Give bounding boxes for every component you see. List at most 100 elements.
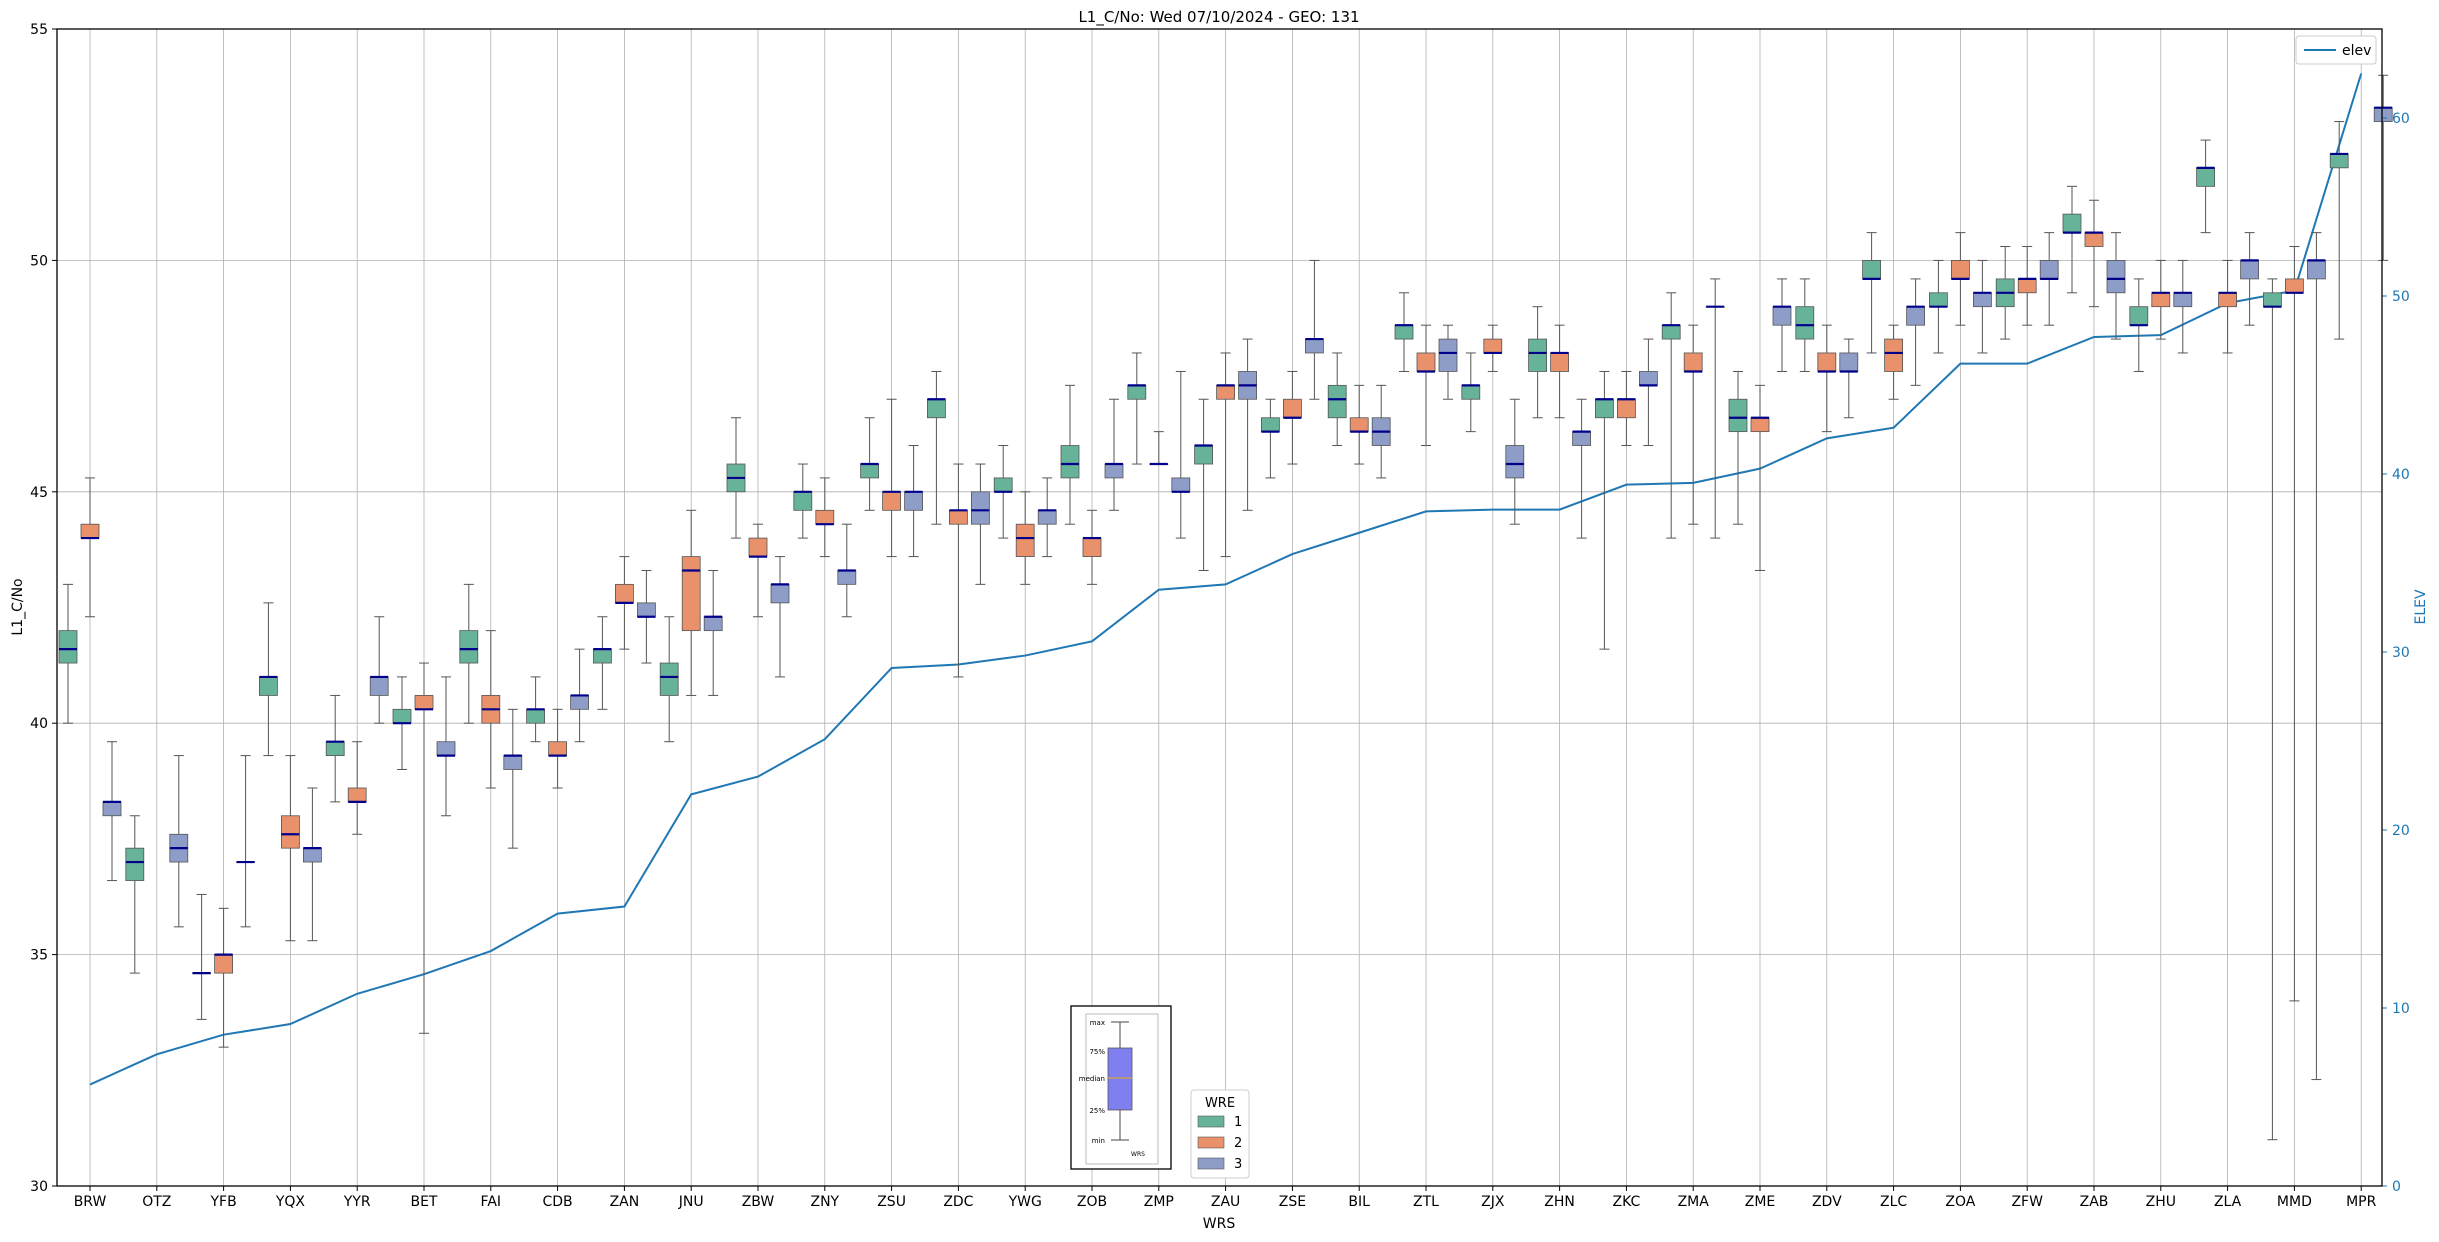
wre-legend-swatch-2 (1197, 1136, 1225, 1149)
wre-legend-title: WRE (1205, 1096, 1235, 1111)
box-wrs-fai-wre-2 (481, 630, 501, 789)
box-wrs-zse-wre-1 (1261, 398, 1280, 479)
y2-tick-label: 0 (2392, 1179, 2401, 1195)
box-wrs-zfw-wre-3 (2039, 232, 2059, 326)
x-tick-label: ZOA (1945, 1194, 1975, 1210)
box-body (748, 537, 768, 557)
box-wrs-zny-wre-2 (815, 477, 835, 558)
box-wrs-zma-wre-3 (1705, 278, 1725, 539)
box-wrs-jnu-wre-1 (659, 616, 679, 743)
y2-tick-label: 10 (2392, 1001, 2410, 1017)
x-tick-label: ZHU (2146, 1194, 2176, 1210)
elev-legend-label: elev (2342, 43, 2371, 59)
box-wrs-jnu-wre-2 (681, 509, 701, 696)
box-wrs-zme-wre-3 (1772, 278, 1792, 372)
box-wrs-zny-wre-1 (793, 463, 813, 539)
box-wrs-bet-wre-2 (414, 662, 434, 1034)
x-tick-label: ZJX (1481, 1194, 1505, 1210)
y-tick-label: 55 (30, 22, 48, 38)
box-body (548, 741, 567, 756)
box-wrs-ztl-wre-2 (1416, 324, 1436, 447)
box-wrs-zkc-wre-3 (1639, 338, 1658, 447)
box-wrs-zla-wre-2 (2218, 259, 2238, 354)
box-body (2017, 278, 2037, 294)
x-tick-label: OTZ (142, 1194, 171, 1210)
box-body (1572, 431, 1591, 446)
box-body (459, 630, 479, 664)
box-wrs-zkc-wre-1 (1595, 370, 1614, 650)
box-body (815, 509, 835, 525)
box-wrs-zfw-wre-1 (1995, 246, 2015, 340)
box-body (2218, 292, 2238, 308)
box-key-q1: 25% (1089, 1107, 1105, 1115)
box-wrs-zmp-wre-3 (1171, 370, 1191, 539)
box-wrs-zau-wre-1 (1194, 398, 1213, 571)
box-wrs-zau-wre-3 (1238, 338, 1257, 511)
box-body (526, 708, 545, 724)
x-tick-label: ZLC (1880, 1194, 1907, 1210)
box-wrs-mmd-wre-1 (2262, 278, 2282, 1141)
box-wrs-yyr-wre-3 (369, 616, 389, 724)
box-wrs-zsu-wre-1 (860, 417, 879, 511)
box-wrs-otz-wre-1 (125, 815, 145, 974)
box-body (703, 616, 723, 632)
box-wrs-zdv-wre-2 (1817, 324, 1837, 433)
box-body (347, 787, 367, 803)
box-wrs-zab-wre-1 (2062, 185, 2082, 294)
box-wrs-otz-wre-3 (169, 755, 189, 928)
box-wrs-zdc-wre-3 (971, 463, 990, 585)
elev-series-line (89, 73, 2363, 1086)
box-wrs-brw-wre-1 (58, 583, 78, 724)
box-body (302, 847, 322, 863)
box-body (1505, 445, 1525, 479)
box-wrs-zme-wre-2 (1750, 384, 1770, 571)
box-body (659, 662, 679, 696)
x-tick-label: ZSU (877, 1194, 906, 1210)
box-wrs-bil-wre-3 (1371, 384, 1391, 479)
x-tick-label: ZHN (1544, 1194, 1575, 1210)
box-body (2106, 259, 2126, 294)
box-key-wrs: WRS (1131, 1151, 1145, 1158)
box-wrs-zma-wre-2 (1683, 324, 1703, 525)
box-body (1283, 398, 1302, 419)
x-tick-label: ZAB (2080, 1194, 2109, 1210)
box-body (1082, 537, 1102, 557)
x-tick-label: ZME (1745, 1194, 1776, 1210)
box-wrs-zhn-wre-2 (1550, 324, 1569, 419)
box-wrs-bet-wre-3 (436, 676, 456, 817)
box-body (369, 676, 389, 696)
y-axis-label: L1_C/No (10, 578, 26, 635)
x-tick-label: ZSE (1279, 1194, 1306, 1210)
box-body (1060, 445, 1080, 479)
box-wrs-bil-wre-2 (1349, 384, 1369, 465)
box-wrs-zlc-wre-3 (1906, 278, 1925, 386)
x-tick-label: ZBW (742, 1194, 775, 1210)
box-body (280, 815, 300, 849)
box-wrs-zdv-wre-3 (1839, 338, 1859, 419)
y-tick-label: 35 (30, 948, 48, 964)
y2-tick-label: 50 (2392, 289, 2410, 305)
box-body (1037, 509, 1057, 525)
box-wrs-zme-wre-1 (1728, 370, 1748, 525)
x-tick-label: BET (410, 1194, 437, 1210)
wre-legend-label-3: 3 (1234, 1157, 1242, 1172)
x-tick-label: YQX (275, 1194, 306, 1210)
box-body (1839, 352, 1859, 372)
box-body (681, 556, 701, 632)
box-wrs-zau-wre-2 (1216, 352, 1235, 558)
y-tick-label: 45 (30, 485, 48, 501)
x-tick-label: ZDV (1812, 1194, 1842, 1210)
x-tick-label: BIL (1348, 1194, 1370, 1210)
box-wrs-fai-wre-3 (503, 708, 523, 849)
box-wrs-zbw-wre-1 (726, 417, 746, 539)
box-wrs-yfb-wre-2 (214, 907, 234, 1048)
box-body (1595, 398, 1614, 419)
box-wrs-zla-wre-3 (2240, 232, 2260, 326)
box-body (1461, 384, 1481, 400)
box-key-min: min (1092, 1137, 1105, 1145)
box-wrs-ztl-wre-3 (1438, 324, 1458, 400)
x-tick-label: ZKC (1613, 1194, 1641, 1210)
x-tick-label: ZMA (1678, 1194, 1710, 1210)
box-wrs-cdb-wre-3 (570, 648, 589, 743)
box-body (570, 695, 589, 710)
